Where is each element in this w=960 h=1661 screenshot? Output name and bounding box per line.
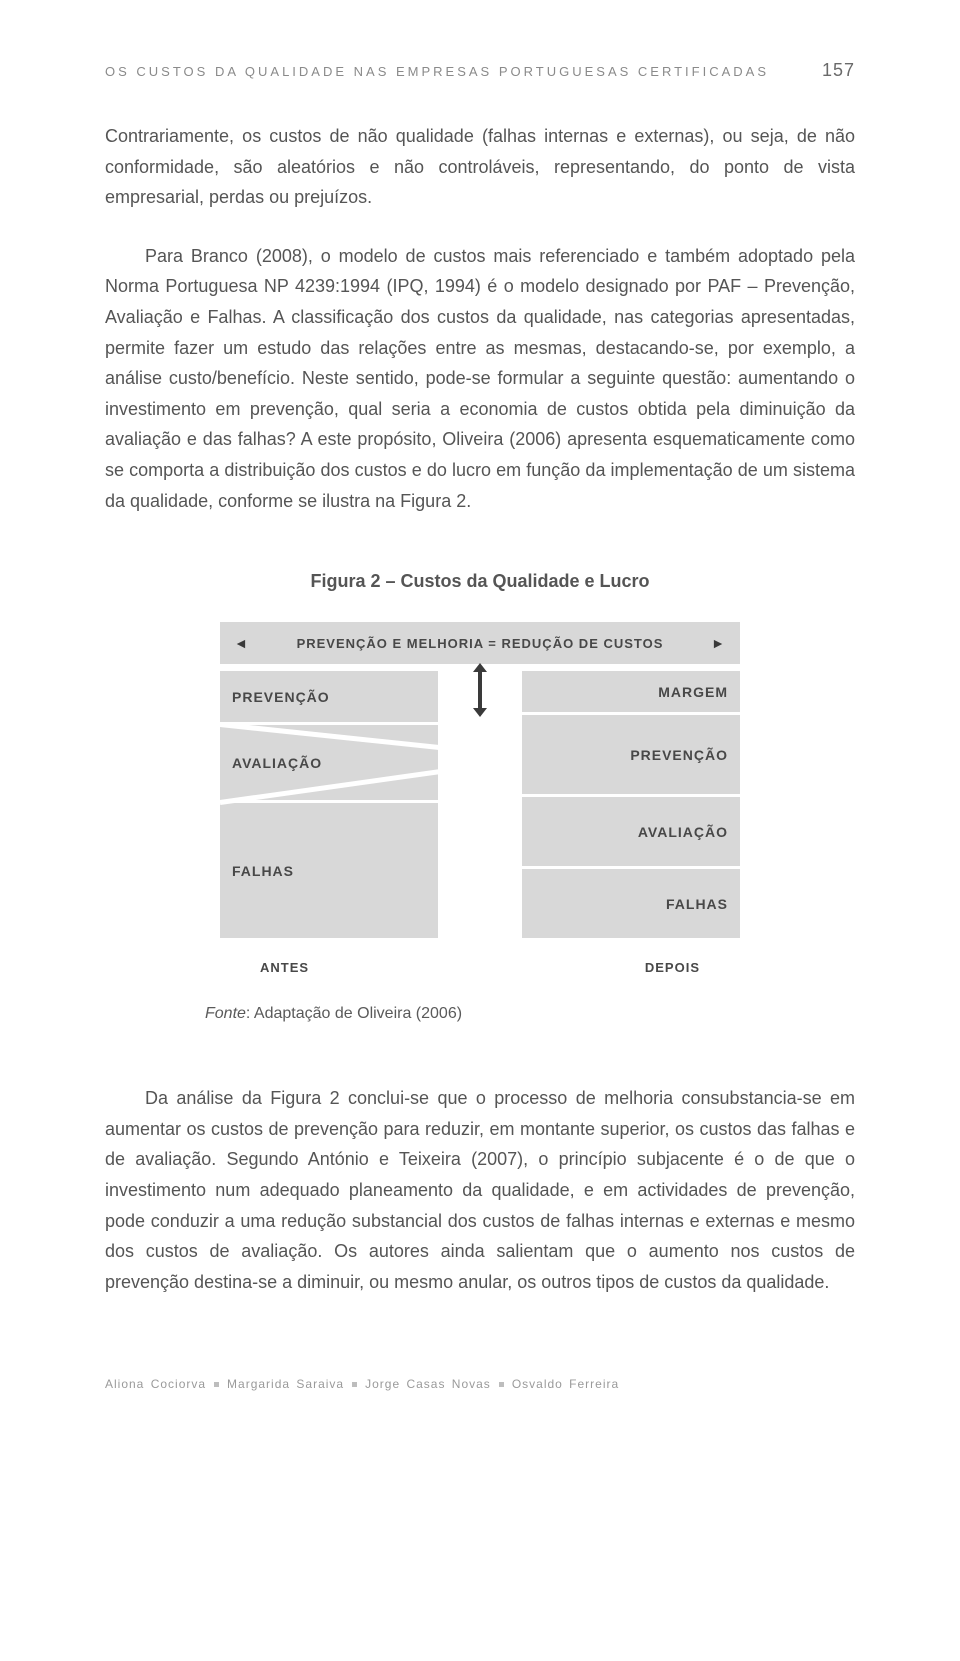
diagram-right-column: MARGEM PREVENÇÃO AVALIAÇÃO FALHAS	[522, 668, 740, 938]
arrow-left-icon: ◄	[234, 635, 249, 651]
paragraph-1: Contrariamente, os custos de não qualida…	[105, 121, 855, 213]
bullet-icon	[352, 1382, 357, 1387]
bullet-icon	[214, 1382, 219, 1387]
label-depois: DEPOIS	[645, 960, 700, 975]
right-margem: MARGEM	[522, 668, 740, 712]
diagram-left-column: PREVENÇÃO AVALIAÇÃO FALHAS	[220, 668, 438, 938]
author-3: Jorge Casas Novas	[365, 1377, 491, 1391]
figure-source: Fonte: Adaptação de Oliveira (2006)	[205, 1005, 855, 1023]
right-falhas: FALHAS	[522, 866, 740, 938]
footer-authors: Aliona Cociorva Margarida Saraiva Jorge Ca…	[105, 1377, 855, 1391]
figure-source-label: Fonte	[205, 1005, 246, 1022]
paragraph-2: Para Branco (2008), o modelo de custos m…	[105, 241, 855, 516]
figure-source-text: : Adaptação de Oliveira (2006)	[246, 1005, 462, 1022]
diagram-top-text: PREVENÇÃO E MELHORIA = REDUÇÃO DE CUSTOS	[297, 636, 664, 651]
page-header: OS CUSTOS DA QUALIDADE NAS EMPRESAS PORT…	[105, 60, 855, 81]
label-antes: ANTES	[260, 960, 309, 975]
vertical-arrow-icon	[478, 670, 482, 710]
paragraph-3: Da análise da Figura 2 conclui-se que o …	[105, 1083, 855, 1297]
left-falhas: FALHAS	[220, 800, 438, 938]
right-avaliacao: AVALIAÇÃO	[522, 794, 740, 866]
left-prevencao: PREVENÇÃO	[220, 668, 438, 722]
page-number: 157	[822, 60, 855, 81]
arrow-right-icon: ►	[711, 635, 726, 651]
figure-diagram: ◄ PREVENÇÃO E MELHORIA = REDUÇÃO DE CUST…	[220, 622, 740, 975]
figure-title: Figura 2 – Custos da Qualidade e Lucro	[105, 571, 855, 592]
author-1: Aliona Cociorva	[105, 1377, 206, 1391]
diagram-top-banner: ◄ PREVENÇÃO E MELHORIA = REDUÇÃO DE CUST…	[220, 622, 740, 664]
diagram-gap	[438, 668, 522, 938]
bullet-icon	[499, 1382, 504, 1387]
right-prevencao: PREVENÇÃO	[522, 712, 740, 794]
author-4: Osvaldo Ferreira	[512, 1377, 619, 1391]
author-2: Margarida Saraiva	[227, 1377, 344, 1391]
diagram-main: PREVENÇÃO AVALIAÇÃO FALHAS MARGEM PREVEN…	[220, 668, 740, 938]
diagram-bottom-labels: ANTES DEPOIS	[220, 938, 740, 975]
header-title: OS CUSTOS DA QUALIDADE NAS EMPRESAS PORT…	[105, 64, 769, 79]
